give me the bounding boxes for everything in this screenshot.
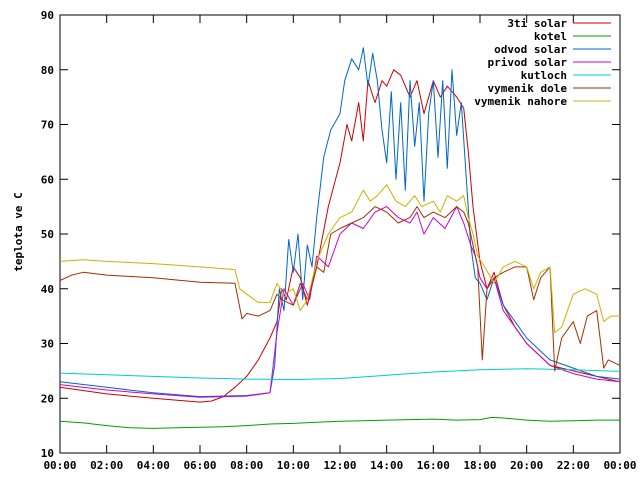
series-line-vymenik-nahore — [59, 184, 620, 334]
x-tick-label: 04:00 — [137, 459, 170, 472]
y-tick-label: 40 — [41, 283, 54, 296]
y-tick-label: 20 — [41, 392, 54, 405]
y-tick-label: 50 — [41, 228, 54, 241]
x-tick-label: 10:00 — [277, 459, 310, 472]
series-line-privod-solar — [59, 206, 621, 398]
series-line-kutloch — [59, 368, 621, 381]
y-tick-label: 30 — [41, 338, 54, 351]
y-tick-label: 90 — [41, 9, 54, 22]
x-tick-label: 00:00 — [43, 459, 76, 472]
x-tick-label: 06:00 — [183, 459, 216, 472]
y-tick-label: 70 — [41, 119, 54, 132]
legend-label: 3ti solar — [507, 17, 567, 30]
y-tick-label: 80 — [41, 64, 54, 77]
x-tick-label: 22:00 — [557, 459, 590, 472]
series-line-vymenik-dole — [59, 206, 621, 372]
series-line-kotel — [59, 416, 620, 429]
x-tick-label: 12:00 — [323, 459, 356, 472]
axes-layer: 10 20 30 40 50 60 70 80 90 00:00 02:00 04:00 06:00 08… — [41, 9, 637, 472]
x-tick-label: 02:00 — [90, 459, 123, 472]
series-layer — [59, 47, 621, 429]
x-tick-label: 08:00 — [230, 459, 263, 472]
y-axis-title: teplota ve C — [12, 192, 25, 271]
y-tick-label: 10 — [41, 447, 54, 460]
x-tick-label: 00:00 — [603, 459, 636, 472]
legend-label: vymenik nahore — [474, 95, 567, 108]
x-tick-label: 14:00 — [370, 459, 403, 472]
legend-label: vymenik dole — [488, 82, 568, 95]
legend-label: privod solar — [488, 56, 568, 69]
series-line-odvod-solar — [59, 47, 621, 398]
x-tick-label: 16:00 — [417, 459, 450, 472]
legend-label: odvod solar — [494, 43, 567, 56]
x-tick-label: 20:00 — [510, 459, 543, 472]
legend-label: kutloch — [521, 69, 567, 82]
y-tick-label: 60 — [41, 173, 54, 186]
x-tick-label: 18:00 — [463, 459, 496, 472]
legend-label: kotel — [534, 30, 567, 43]
